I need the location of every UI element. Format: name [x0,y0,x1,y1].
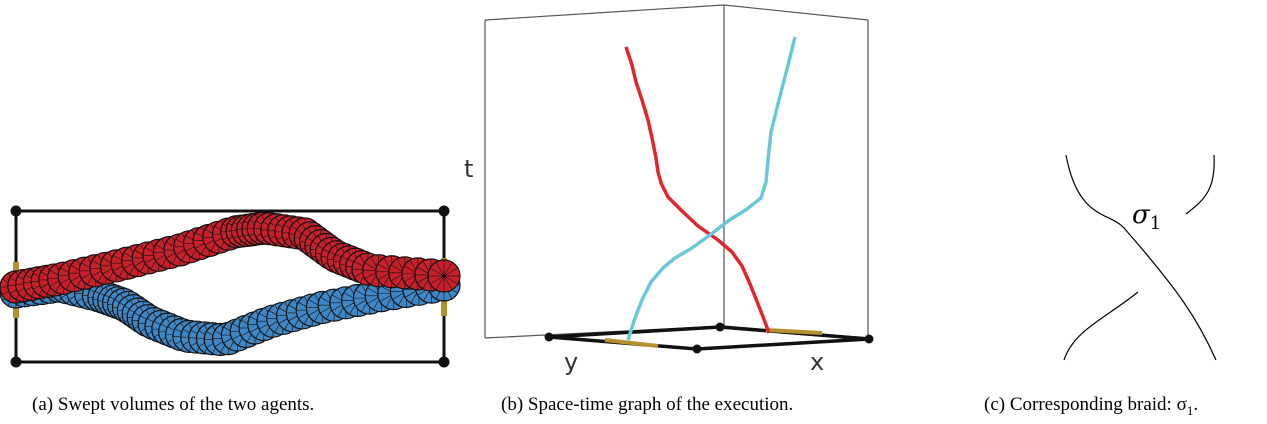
floor-endpoint-marker [604,338,659,348]
space-time-box [484,4,869,339]
floor-vertex [715,322,725,332]
floor-edges [548,325,870,351]
corner-vertex [10,205,22,217]
corner-vertex [438,205,450,217]
panel-a: (a) Swept volumes of the two agents. [0,0,470,424]
caption-b: (b) Space-time graph of the execution. [501,394,794,415]
caption-c: (c) Corresponding braid: σ1. [984,394,1199,418]
panel-c: σ1 (c) Corresponding braid: σ1. [890,0,1267,424]
disc-spoke [435,275,445,291]
braid-diagram: σ1 [1063,154,1217,361]
floor-endpoint-marker [765,328,823,335]
corner-vertex [10,356,22,368]
braid-generator-label: σ1 [1132,200,1161,234]
caption-a: (a) Swept volumes of the two agents. [32,394,315,415]
braid-strand-under-bottom [1063,291,1139,361]
axis-label-y: y [564,348,578,376]
floor-vertex [544,332,554,342]
braid-strand-over [1065,154,1217,361]
braid-strand-under-top [1185,154,1215,215]
floor-vertex [692,344,702,354]
box-edge [723,4,869,21]
disc-spoke [443,261,453,277]
agent-red-trajectory [624,46,771,334]
disc-center [442,274,446,278]
swept-volumes-diagram [0,205,461,368]
disc-spoke [429,275,445,285]
disc-spoke [443,275,453,291]
agent-red-swept-volume [0,211,461,304]
disc-spoke [435,261,445,277]
disc-spoke [429,267,445,277]
axis-label-x: x [810,348,824,376]
axis-label-t: t [464,155,473,183]
disc-spoke [443,275,459,285]
panel-b: t y x (b) Space-time graph of the execut… [464,0,890,424]
corner-vertex [438,356,450,368]
floor-graph [544,322,874,354]
disc-spoke [443,267,459,277]
space-time-graph: t y x [464,4,874,376]
agent-cyan-trajectory [626,36,797,341]
floor-vertex [864,334,874,344]
box-edge [484,4,725,21]
